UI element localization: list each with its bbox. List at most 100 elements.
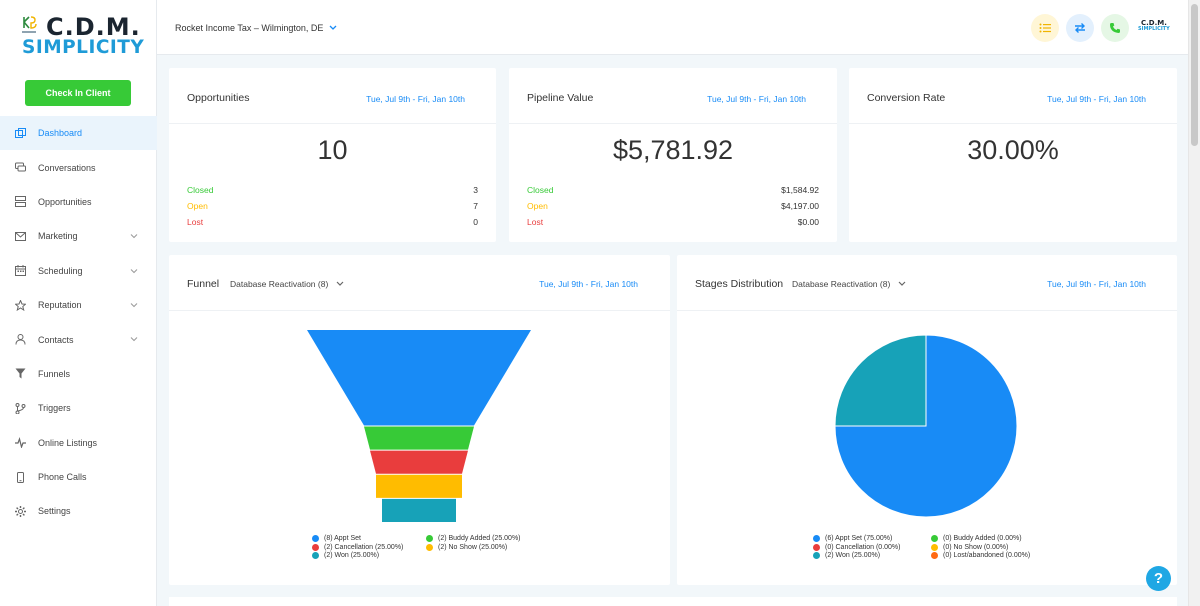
sidebar-item-label: Conversations <box>38 162 96 173</box>
chevron-down-icon <box>130 303 138 308</box>
stages-pie-chart <box>834 334 1018 518</box>
sidebar-item-conversations[interactable]: Conversations <box>0 150 157 184</box>
legend-swatch <box>426 543 433 551</box>
legend-item[interactable]: (0) Buddy Added (0.00%) <box>931 535 1022 542</box>
logo-text-top: C.D.M. <box>46 13 141 41</box>
divider <box>677 310 1177 311</box>
sidebar-item-scheduling[interactable]: Scheduling <box>0 254 157 288</box>
legend-swatch <box>426 535 433 542</box>
legend-item[interactable]: (0) Cancellation (0.00%) <box>813 543 900 551</box>
divider <box>169 310 670 311</box>
legend-item[interactable]: (2) Won (25.00%) <box>813 552 880 559</box>
sidebar-item-label: Online Listings <box>38 437 98 448</box>
legend-swatch <box>813 543 820 551</box>
funnel-segment-won[interactable] <box>382 498 456 522</box>
conversion-rate-value: 30.00% <box>967 135 1059 165</box>
pipeline-value-card: Pipeline Value Tue, Jul 9th - Fri, Jan 1… <box>509 68 837 242</box>
date-range-link[interactable]: Tue, Jul 9th - Fri, Jan 10th <box>366 94 465 104</box>
date-range-link[interactable]: Tue, Jul 9th - Fri, Jan 10th <box>1047 94 1146 104</box>
location-switcher[interactable]: Rocket Income Tax – Wilmington, DE <box>175 23 337 33</box>
dashboard-icon <box>15 127 26 139</box>
sidebar-item-settings[interactable]: Settings <box>0 494 157 528</box>
gear-icon <box>15 505 26 517</box>
divider <box>169 123 496 124</box>
sidebar-item-label: Phone Calls <box>38 472 87 483</box>
sidebar-item-funnels[interactable]: Funnels <box>0 357 157 391</box>
legend-swatch <box>931 543 938 551</box>
legend-item[interactable]: (2) Buddy Added (25.00%) <box>426 535 521 542</box>
switch-button[interactable] <box>1066 14 1094 42</box>
date-range-link[interactable]: Tue, Jul 9th - Fri, Jan 10th <box>1047 279 1146 289</box>
pie-slice-won[interactable] <box>834 334 927 427</box>
legend-item[interactable]: (2) Won (25.00%) <box>312 552 379 559</box>
legend-swatch <box>813 552 820 559</box>
funnel-legend: (8) Appt Set (2) Buddy Added (25.00%) (2) … <box>312 535 572 565</box>
legend-item[interactable]: (0) No Show (0.00%) <box>931 543 1008 551</box>
phone-icon <box>1110 23 1120 33</box>
sidebar-item-reputation[interactable]: Reputation <box>0 288 157 322</box>
opportunities-count: 10 <box>317 135 348 165</box>
sidebar-nav: Dashboard Conversations Opportunities Marke… <box>0 116 157 529</box>
brand-logo[interactable]: C.D.M. SIMPLICITY <box>20 13 144 60</box>
card-title: Stages Distribution <box>695 278 784 290</box>
stat-label: Lost <box>527 217 544 227</box>
sidebar-item-dashboard[interactable]: Dashboard <box>0 116 157 151</box>
star-icon <box>15 299 26 311</box>
pipeline-total: $5,781.92 <box>612 135 734 165</box>
stat-value: $0.00 <box>797 217 819 227</box>
mini-logo-bottom: SIMPLICITY <box>1138 26 1170 32</box>
stat-label: Lost <box>187 217 204 227</box>
pulse-icon <box>15 437 26 449</box>
sidebar-item-triggers[interactable]: Triggers <box>0 391 157 425</box>
legend-swatch <box>312 535 319 542</box>
legend-item[interactable]: (6) Appt Set (75.00%) <box>813 535 892 542</box>
funnel-segment-no-show[interactable] <box>376 474 462 498</box>
filter-icon <box>15 368 26 379</box>
sidebar-item-marketing[interactable]: Marketing <box>0 219 157 253</box>
stat-open: Open $4,197.00 <box>527 201 819 211</box>
funnel-segment-appt-set[interactable] <box>307 330 531 426</box>
stat-label: Open <box>187 201 208 211</box>
calendar-icon <box>15 265 26 277</box>
sidebar-item-opportunities[interactable]: Opportunities <box>0 185 157 219</box>
question-icon: ? <box>1153 570 1164 587</box>
top-actions: C.D.M. SIMPLICITY <box>1024 14 1170 42</box>
legend-label: (0) Lost/abandoned (0.00%) <box>943 552 1031 559</box>
legend-item[interactable]: (8) Appt Set <box>312 535 361 542</box>
account-avatar[interactable]: C.D.M. SIMPLICITY <box>1138 20 1170 36</box>
legend-label: (2) Cancellation (25.00%) <box>324 543 404 551</box>
pipeline-dropdown[interactable]: Database Reactivation (8) <box>230 279 344 289</box>
legend-label: (2) Won (25.00%) <box>324 552 380 559</box>
date-range-link[interactable]: Tue, Jul 9th - Fri, Jan 10th <box>707 94 806 104</box>
stat-label: Open <box>527 201 548 211</box>
pipeline-dropdown[interactable]: Database Reactivation (8) <box>792 279 906 289</box>
divider <box>509 123 837 124</box>
legend-item[interactable]: (0) Lost/abandoned (0.00%) <box>931 552 1030 559</box>
scrollbar-thumb[interactable] <box>1191 4 1198 146</box>
tasks-button[interactable] <box>1031 14 1059 42</box>
funnel-segment-cancellation[interactable] <box>370 450 468 474</box>
location-name: Rocket Income Tax – Wilmington, DE <box>175 23 324 33</box>
sidebar-item-label: Reputation <box>38 300 82 311</box>
legend-item[interactable]: (2) No Show (25.00%) <box>426 543 507 551</box>
sidebar-item-label: Marketing <box>38 231 78 242</box>
help-button[interactable]: ? <box>1146 566 1171 591</box>
legend-swatch <box>931 552 938 559</box>
date-range-link[interactable]: Tue, Jul 9th - Fri, Jan 10th <box>539 279 638 289</box>
funnel-segment-buddy-added[interactable] <box>364 426 474 450</box>
card-title: Pipeline Value <box>527 92 594 104</box>
page-scrollbar[interactable] <box>1188 0 1200 606</box>
chevron-down-icon <box>898 281 906 286</box>
person-icon <box>15 334 26 345</box>
chevron-down-icon <box>336 281 344 286</box>
stat-label: Closed <box>527 185 554 195</box>
sidebar-item-phone-calls[interactable]: Phone Calls <box>0 460 157 494</box>
legend-item[interactable]: (2) Cancellation (25.00%) <box>312 543 404 551</box>
phone-button[interactable] <box>1101 14 1129 42</box>
check-in-client-button[interactable]: Check In Client <box>25 80 131 106</box>
card-title: Conversion Rate <box>867 92 946 104</box>
stat-open: Open 7 <box>187 201 478 211</box>
sidebar-item-online-listings[interactable]: Online Listings <box>0 426 157 460</box>
sidebar-item-contacts[interactable]: Contacts <box>0 322 157 356</box>
swap-arrows-icon <box>1075 23 1085 33</box>
